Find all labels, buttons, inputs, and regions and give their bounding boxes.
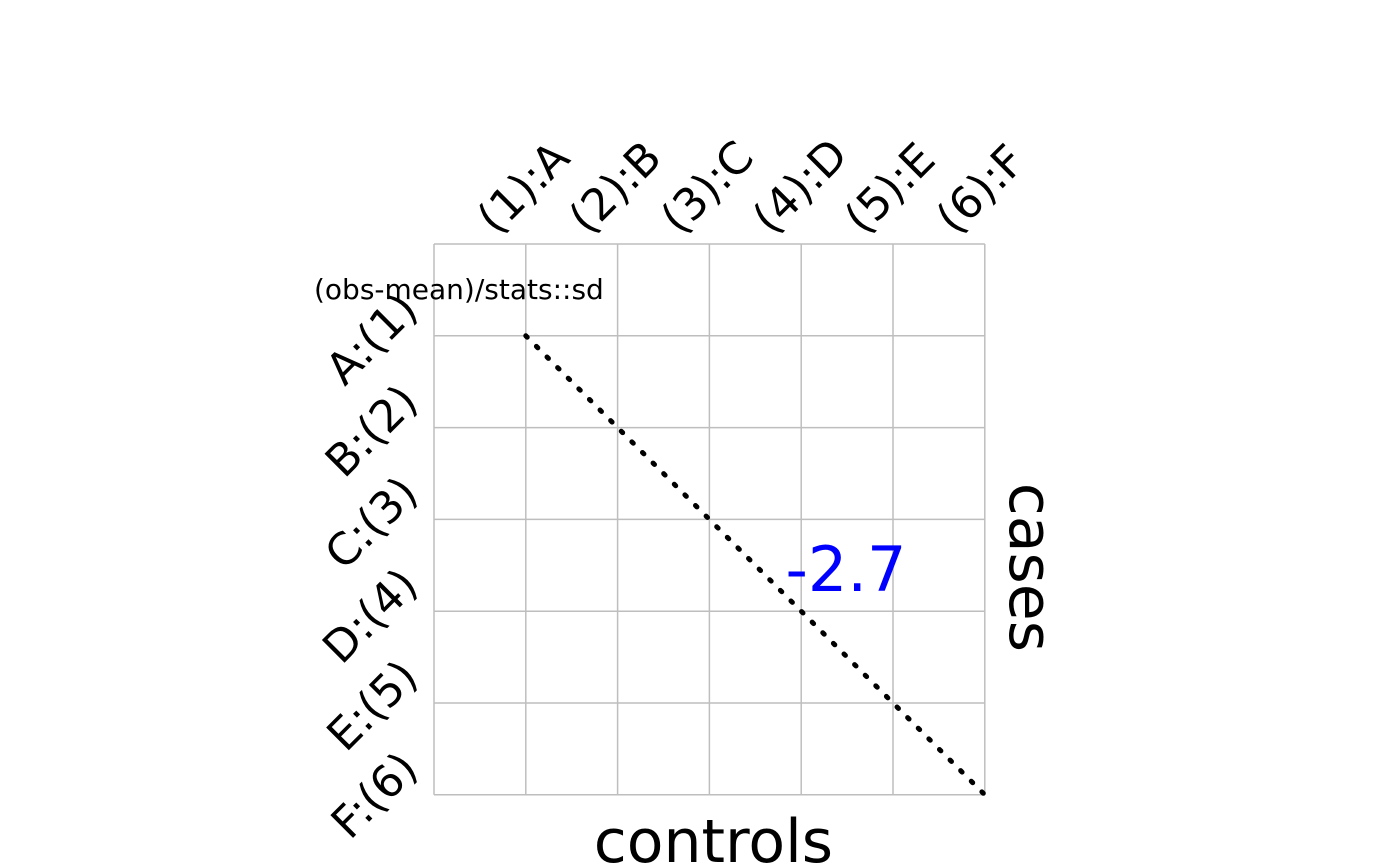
row-tick-label: D:(4)	[313, 559, 428, 674]
row-tick-label: F:(6)	[322, 743, 428, 849]
row-tick-labels: A:(1)B:(2)C:(3)D:(4)E:(5)F:(6)	[313, 284, 428, 849]
column-tick-label: (6):F	[927, 135, 1036, 244]
column-tick-label: (4):D	[743, 129, 858, 244]
column-tick-label: (5):E	[835, 134, 945, 244]
column-tick-label: (3):C	[651, 131, 763, 243]
column-tick-label: (2):B	[560, 132, 672, 244]
y-axis-title: cases	[995, 483, 1065, 652]
value-label: -2.7	[786, 533, 907, 606]
grid	[433, 243, 986, 796]
row-tick-label: B:(2)	[316, 375, 428, 487]
column-tick-label: (1):A	[468, 132, 580, 244]
row-tick-label: E:(5)	[318, 651, 428, 761]
annotation-text: (obs-mean)/stats::sd	[314, 273, 604, 306]
row-tick-label: C:(3)	[315, 467, 427, 579]
column-tick-labels: (1):A(2):B(3):C(4):D(5):E(6):F	[468, 129, 1036, 244]
x-axis-title: controls	[594, 807, 833, 866]
diagonal-dotted-line	[523, 333, 988, 798]
